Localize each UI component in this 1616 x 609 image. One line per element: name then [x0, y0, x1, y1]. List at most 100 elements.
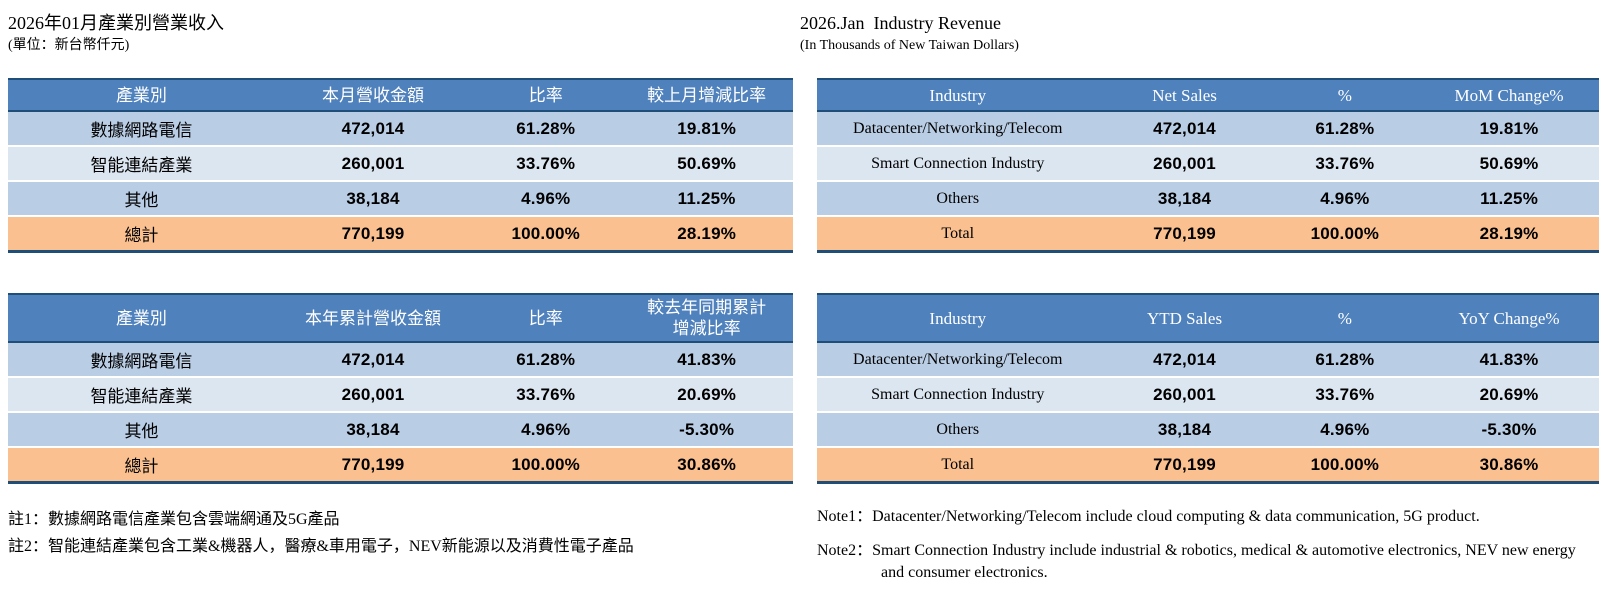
table-row: Datacenter/Networking/Telecom 472,014 61…	[817, 343, 1599, 378]
industry-cell: 其他	[8, 413, 275, 448]
header-row: 產業別 本月營收金額 比率 較上月增減比率	[8, 78, 793, 112]
monthly-table-zh: 產業別 本月營收金額 比率 較上月增減比率 數據網路電信 472,014 61.…	[8, 78, 793, 253]
sales-cell: 38,184	[274, 413, 472, 448]
header-row: 產業別 本年累計營收金額 比率 較去年同期累計 增減比率	[8, 293, 793, 343]
percent-cell: 33.76%	[471, 147, 621, 182]
column-header-ytd-sales: 本年累計營收金額	[274, 293, 472, 343]
panel-chinese: 2026年01月產業別營業收入 (單位：新台幣仟元) 產業別 本月營收金額 比率…	[8, 0, 793, 560]
report-title-zh: 2026年01月產業別營業收入	[8, 13, 224, 33]
column-header-yoy-change: YoY Change%	[1419, 293, 1599, 343]
percent-cell: 61.28%	[471, 112, 621, 147]
table-row: 其他 38,184 4.96% -5.30%	[8, 413, 793, 448]
ytd-table-en: Industry YTD Sales % YoY Change% Datacen…	[817, 293, 1599, 484]
column-header-net-sales: Net Sales	[1098, 78, 1271, 112]
sales-cell: 770,199	[1098, 448, 1271, 484]
sales-cell: 38,184	[1098, 182, 1271, 217]
footnote-1-en: Note1：Datacenter/Networking/Telecom incl…	[817, 508, 1480, 525]
column-header-industry: 產業別	[8, 78, 275, 112]
percent-cell: 100.00%	[1270, 217, 1420, 253]
industry-cell: Datacenter/Networking/Telecom	[817, 343, 1099, 378]
percent-cell: 33.76%	[1270, 378, 1420, 413]
industry-cell: Smart Connection Industry	[817, 147, 1099, 182]
header-row: Industry YTD Sales % YoY Change%	[817, 293, 1599, 343]
total-row: 總計 770,199 100.00% 30.86%	[8, 448, 793, 484]
report-unit-zh: (單位：新台幣仟元)	[8, 38, 130, 53]
table-row: 智能連結產業 260,001 33.76% 20.69%	[8, 378, 793, 413]
table-row: Others 38,184 4.96% -5.30%	[817, 413, 1599, 448]
change-cell: 19.81%	[620, 112, 793, 147]
industry-cell: 總計	[8, 448, 275, 484]
industry-cell: 智能連結產業	[8, 378, 275, 413]
report-page: 2026年01月產業別營業收入 (單位：新台幣仟元) 產業別 本月營收金額 比率…	[8, 0, 1599, 596]
column-header-yoy-change: 較去年同期累計 增減比率	[620, 293, 793, 343]
sales-cell: 38,184	[274, 182, 472, 217]
industry-cell: Total	[817, 217, 1099, 253]
footnotes-zh: 註1：數據網路電信產業包含雲端網通及5G產品 註2：智能連結產業包含工業&機器人…	[8, 506, 793, 560]
change-cell: 28.19%	[1419, 217, 1599, 253]
percent-cell: 61.28%	[471, 343, 621, 378]
column-header-industry: Industry	[817, 293, 1099, 343]
industry-cell: Datacenter/Networking/Telecom	[817, 112, 1099, 147]
industry-cell: Others	[817, 182, 1099, 217]
footnotes-en: Note1：Datacenter/Networking/Telecom incl…	[817, 506, 1599, 584]
industry-cell: 總計	[8, 217, 275, 253]
change-cell: 19.81%	[1419, 112, 1599, 147]
percent-cell: 4.96%	[1270, 182, 1420, 217]
column-header-industry: Industry	[817, 78, 1099, 112]
sales-cell: 472,014	[274, 343, 472, 378]
percent-cell: 61.28%	[1270, 343, 1420, 378]
industry-cell: 數據網路電信	[8, 112, 275, 147]
percent-cell: 100.00%	[471, 217, 621, 253]
sales-cell: 38,184	[1098, 413, 1271, 448]
column-header-percent: %	[1270, 293, 1420, 343]
ytd-table-zh: 產業別 本年累計營收金額 比率 較去年同期累計 增減比率 數據網路電信 472,…	[8, 293, 793, 484]
table-row: 其他 38,184 4.96% 11.25%	[8, 182, 793, 217]
sales-cell: 260,001	[274, 147, 472, 182]
column-header-percent: 比率	[471, 78, 621, 112]
change-cell: 20.69%	[1419, 378, 1599, 413]
table-row: 數據網路電信 472,014 61.28% 19.81%	[8, 112, 793, 147]
sales-cell: 472,014	[1098, 112, 1271, 147]
percent-cell: 4.96%	[471, 413, 621, 448]
percent-cell: 61.28%	[1270, 112, 1420, 147]
change-cell: 28.19%	[620, 217, 793, 253]
change-cell: 11.25%	[1419, 182, 1599, 217]
sales-cell: 260,001	[274, 378, 472, 413]
column-header-percent: 比率	[471, 293, 621, 343]
report-title-en: 2026.Jan Industry Revenue	[800, 13, 1001, 33]
change-cell: 20.69%	[620, 378, 793, 413]
footnote-2-en: Note2：Smart Connection Industry include …	[817, 542, 1576, 581]
change-cell: 50.69%	[620, 147, 793, 182]
header-row: Industry Net Sales % MoM Change%	[817, 78, 1599, 112]
industry-cell: Others	[817, 413, 1099, 448]
column-header-ytd-sales: YTD Sales	[1098, 293, 1271, 343]
column-header-net-sales: 本月營收金額	[274, 78, 472, 112]
table-row: Smart Connection Industry 260,001 33.76%…	[817, 147, 1599, 182]
footnote-2-zh: 註2：智能連結產業包含工業&機器人，醫療&車用電子，NEV新能源以及消費性電子產…	[8, 538, 634, 555]
percent-cell: 33.76%	[471, 378, 621, 413]
change-cell: 11.25%	[620, 182, 793, 217]
column-header-industry: 產業別	[8, 293, 275, 343]
column-header-percent: %	[1270, 78, 1420, 112]
industry-cell: Smart Connection Industry	[817, 378, 1099, 413]
percent-cell: 100.00%	[1270, 448, 1420, 484]
total-row: Total 770,199 100.00% 28.19%	[817, 217, 1599, 253]
monthly-table-en: Industry Net Sales % MoM Change% Datacen…	[817, 78, 1599, 253]
total-row: 總計 770,199 100.00% 28.19%	[8, 217, 793, 253]
sales-cell: 770,199	[274, 448, 472, 484]
sales-cell: 770,199	[1098, 217, 1271, 253]
industry-cell: 智能連結產業	[8, 147, 275, 182]
industry-cell: Total	[817, 448, 1099, 484]
sales-cell: 472,014	[1098, 343, 1271, 378]
industry-cell: 數據網路電信	[8, 343, 275, 378]
panel-english: 2026.Jan Industry Revenue (In Thousands …	[800, 0, 1599, 596]
change-cell: 30.86%	[1419, 448, 1599, 484]
table-row: Smart Connection Industry 260,001 33.76%…	[817, 378, 1599, 413]
percent-cell: 33.76%	[1270, 147, 1420, 182]
table-row: 數據網路電信 472,014 61.28% 41.83%	[8, 343, 793, 378]
change-cell: 50.69%	[1419, 147, 1599, 182]
industry-cell: 其他	[8, 182, 275, 217]
column-header-mom-change: 較上月增減比率	[620, 78, 793, 112]
table-row: Others 38,184 4.96% 11.25%	[817, 182, 1599, 217]
sales-cell: 260,001	[1098, 378, 1271, 413]
